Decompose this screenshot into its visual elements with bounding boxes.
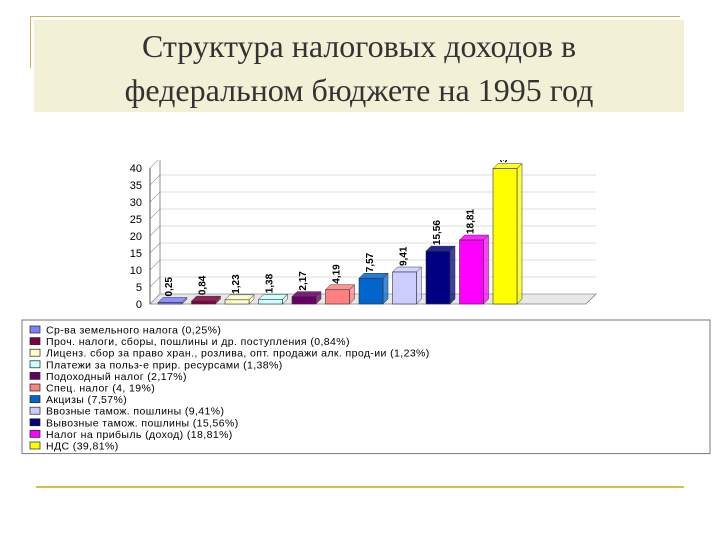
bar-side-10 — [483, 234, 489, 305]
legend-label-9: Вывозные тамож. пошлины (15,56%) — [46, 417, 239, 429]
slide-title: Структура налоговых доходов в федерально… — [34, 24, 684, 112]
gridline-diagonal — [149, 242, 161, 254]
legend-label-4: Платежи за польз-е прир. ресурсами (1,38… — [46, 359, 283, 371]
bar-4 — [258, 299, 283, 305]
y-tick-label: 15 — [130, 248, 142, 260]
gridline-diagonal — [149, 191, 161, 203]
legend-label-3: Лиценз. сбор за право хран., розлива, оп… — [46, 348, 430, 360]
bar-6 — [325, 289, 350, 305]
gridline-diagonal — [149, 225, 161, 237]
data-label-8: 9,41 — [399, 246, 410, 266]
chart-area: 0 5 10 15 20 25 30 35 40 0,25 0,84 1,23 1,38 2,17 4,19… — [0, 137, 720, 460]
bar-top-4 — [257, 294, 289, 300]
bar-top-7 — [358, 273, 389, 279]
y-tick-label: 5 — [136, 282, 142, 294]
data-label-3: 1,23 — [231, 274, 242, 294]
legend-label-8: Ввозные тамож. пошлины (9,41%) — [46, 406, 224, 418]
bar-5 — [291, 296, 317, 305]
title-box — [34, 20, 684, 112]
bar-top-1 — [157, 297, 188, 303]
bar-top-6 — [324, 284, 356, 291]
bar-top-9 — [425, 245, 456, 252]
data-label-7: 7,57 — [365, 252, 376, 272]
gridline-diagonal — [149, 293, 161, 305]
gridline-diagonal — [149, 208, 161, 220]
title-decor-line — [30, 16, 680, 17]
title-decor-line-vertical — [30, 16, 31, 68]
bar-2 — [191, 300, 216, 305]
legend-swatch-11 — [29, 441, 41, 450]
legend-label-5: Подоходный налог (2,17%) — [46, 371, 187, 383]
bar-1 — [157, 302, 183, 305]
bar-side-11 — [516, 163, 523, 305]
y-tick-label: 25 — [130, 214, 142, 226]
legend-box — [21, 319, 711, 455]
data-label-6: 4,19 — [332, 264, 343, 284]
legend-label-7: Акцизы (7,57%) — [46, 394, 127, 406]
data-label-10: 18,81 — [466, 209, 477, 234]
legend-swatch-4 — [29, 360, 41, 369]
legend-swatch-1 — [29, 325, 41, 334]
bar-8 — [392, 271, 417, 305]
bar-top-3 — [224, 294, 255, 301]
legend-swatch-8 — [29, 406, 41, 415]
bar-side-9 — [449, 245, 456, 305]
y-tick-label: 20 — [130, 231, 142, 243]
bar-10 — [459, 239, 484, 305]
data-label-4: 1,38 — [265, 273, 276, 293]
gridline-diagonal — [149, 157, 161, 169]
bottom-divider — [36, 486, 684, 488]
bar-chart: 0 5 10 15 20 25 30 35 40 0,25 0,84 1,23 1,38 2,17 4,19… — [21, 137, 711, 455]
bar-top-5 — [291, 291, 322, 297]
legend-label-10: Налог на прибыль (доход) (18,81%) — [46, 429, 233, 441]
legend-swatch-9 — [29, 418, 41, 427]
y-tick-label: 0 — [136, 299, 142, 311]
legend-label-6: Спец. налог (4, 19%) — [46, 383, 155, 395]
data-label-5: 2,17 — [298, 271, 309, 291]
legend-label-1: Ср-ва земельного налога (0,25%) — [46, 325, 221, 337]
bar-9 — [425, 250, 451, 305]
bar-side-7 — [382, 272, 389, 305]
legend-label-2: Проч. налоги, сборы, пошлины и др. посту… — [46, 336, 350, 348]
bar-top-11 — [492, 163, 523, 169]
title-line-2: федеральном бюджете на 1995 год — [124, 72, 594, 108]
bar-3 — [224, 299, 250, 305]
bar-11 — [492, 168, 518, 305]
bar-top-10 — [458, 234, 490, 241]
gridline-diagonal — [149, 174, 161, 186]
bar-top-2 — [190, 295, 222, 302]
y-tick-label: 10 — [130, 265, 142, 277]
y-tick-label: 30 — [130, 197, 142, 209]
gridline-diagonal — [149, 276, 161, 288]
y-tick-label: 40 — [130, 163, 142, 175]
title-line-1: Структура налоговых доходов в — [141, 28, 577, 64]
bar-7 — [358, 277, 384, 305]
data-label-11: 39,81 — [499, 160, 510, 163]
legend-swatch-7 — [29, 395, 41, 403]
bar-top-8 — [391, 266, 423, 273]
y-tick-label: 35 — [130, 180, 142, 192]
legend-label-11: НДС (39,81%) — [46, 441, 119, 453]
data-label-1: 0,25 — [164, 277, 175, 297]
gridline-diagonal — [149, 259, 161, 271]
legend-swatch-2 — [29, 337, 41, 345]
bar-side-8 — [416, 266, 422, 305]
legend-swatch-3 — [29, 348, 41, 357]
legend-swatch-10 — [29, 430, 41, 438]
legend-swatch-5 — [29, 372, 41, 380]
data-label-9: 15,56 — [432, 220, 443, 245]
data-label-2: 0,84 — [198, 275, 209, 295]
legend-swatch-6 — [29, 383, 41, 392]
